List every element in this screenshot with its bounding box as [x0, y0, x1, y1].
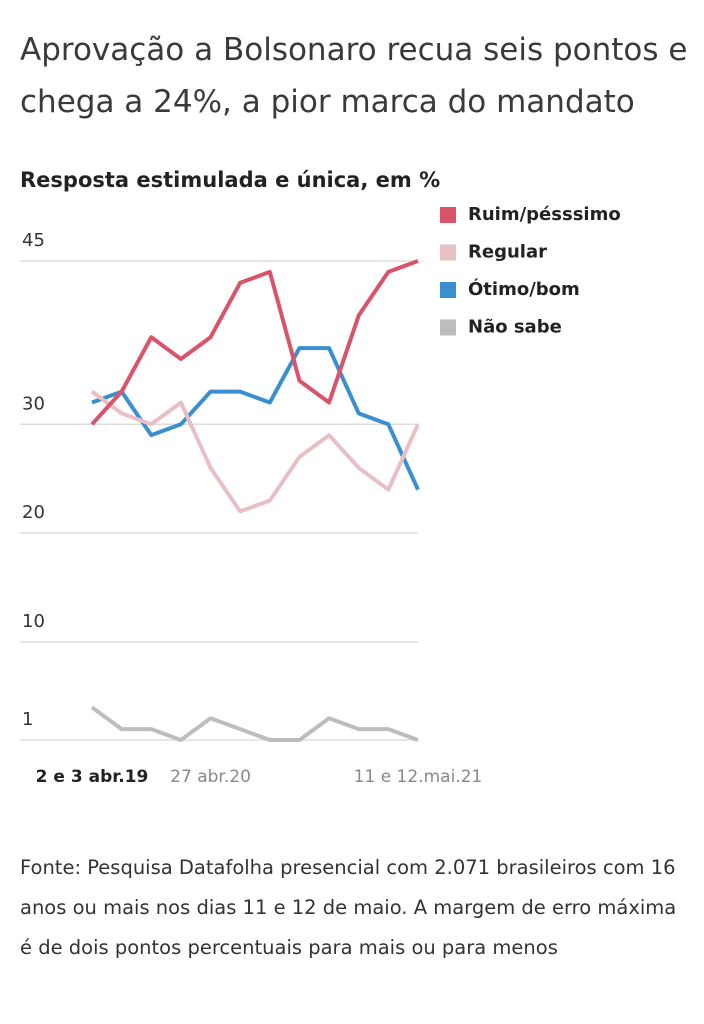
y-tick-label: 1: [22, 709, 33, 730]
series-line: [90, 259, 419, 426]
y-tick-label: 45: [22, 230, 45, 251]
series-line: [91, 346, 420, 491]
legend-label: Regular: [468, 242, 547, 263]
chart-subtitle: Resposta estimulada e única, em %: [20, 168, 441, 192]
source-note: Fonte: Pesquisa Datafolha presencial com…: [20, 856, 677, 959]
legend-swatch: [440, 319, 456, 336]
x-tick-label: 11 e 12.mai.21: [354, 767, 483, 787]
x-tick-label: 27 abr.20: [170, 767, 251, 787]
legend-swatch: [440, 207, 456, 223]
series-line: [90, 390, 420, 514]
y-tick-label: 20: [22, 502, 45, 523]
legend-label: Ótimo/bom: [468, 278, 580, 300]
legend-swatch: [440, 282, 456, 298]
y-tick-label: 10: [22, 611, 45, 632]
legend-swatch: [440, 244, 456, 261]
y-tick-label: 30: [22, 393, 45, 414]
x-tick-label: 2 e 3 abr.19: [36, 767, 149, 787]
legend-label: Ruim/pésssimo: [468, 204, 621, 225]
series-line: [90, 705, 419, 742]
chart-title: Aprovação a Bolsonaro recua seis pontos …: [20, 32, 688, 120]
legend-label: Não sabe: [468, 317, 562, 338]
